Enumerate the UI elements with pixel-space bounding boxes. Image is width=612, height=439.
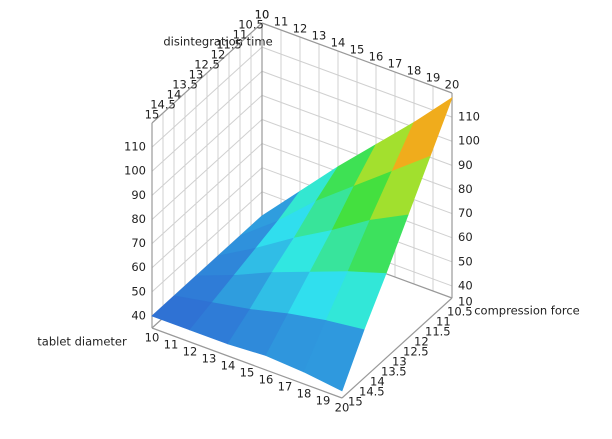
z-tick-label: 100 — [458, 134, 480, 148]
x-tick-label: 11 — [274, 15, 289, 29]
y-tick-label: 11.5 — [216, 38, 242, 52]
x-tick-label: 14 — [331, 36, 346, 50]
box-edge — [341, 297, 453, 399]
y-tick-label: 10.5 — [238, 18, 264, 32]
x-tick-label: 14 — [221, 359, 236, 373]
surface-patch — [303, 320, 365, 392]
y-tick-label: 13 — [392, 355, 407, 369]
x-tick-label: 13 — [312, 29, 327, 43]
x-tick-label: 15 — [240, 366, 255, 380]
x-tick-label: 15 — [350, 43, 365, 57]
z-tick-label: 110 — [458, 110, 480, 124]
x-axis-title: tablet diameter — [37, 335, 127, 349]
x-tick-label: 16 — [369, 50, 384, 64]
y-tick-label: 12.5 — [194, 58, 220, 72]
x-tick-label: 17 — [278, 380, 293, 394]
y-tick-label: 13.5 — [172, 78, 198, 92]
z-tick-label: 60 — [458, 230, 473, 244]
y-tick-label: 11.5 — [425, 325, 451, 339]
y-tick-label: 14.5 — [150, 98, 176, 112]
x-tick-label: 12 — [293, 22, 308, 36]
y-tick-label: 13 — [189, 68, 204, 82]
y-tick-label: 14.5 — [359, 385, 385, 399]
box-edge — [151, 327, 343, 399]
z-tick-label: 90 — [131, 188, 146, 202]
x-tick-label: 19 — [426, 71, 441, 85]
y-tick-label: 10 — [255, 8, 270, 22]
box-edge — [151, 22, 263, 124]
x-tick-label: 10 — [145, 331, 160, 345]
y-tick-label: 14 — [370, 375, 385, 389]
y-tick-label: 14 — [167, 88, 182, 102]
z-tick-label: 80 — [458, 182, 473, 196]
y-tick-label: 13.5 — [381, 365, 407, 379]
y-axis-title: compression force — [474, 304, 580, 318]
x-tick-label: 10 — [255, 8, 270, 22]
z-tick-label: 110 — [124, 140, 146, 154]
y-tick-label: 12 — [414, 335, 429, 349]
x-tick-label: 18 — [297, 387, 312, 401]
z-tick-label: 70 — [131, 236, 146, 250]
x-tick-label: 20 — [335, 401, 350, 415]
x-tick-label: 12 — [183, 345, 198, 359]
z-tick-label: 90 — [458, 158, 473, 172]
x-tick-label: 16 — [259, 373, 274, 387]
x-tick-label: 20 — [445, 78, 460, 92]
x-tick-label: 17 — [388, 57, 403, 71]
y-tick-label: 11 — [436, 315, 451, 329]
z-tick-label: 60 — [131, 260, 146, 274]
z-tick-label: 50 — [458, 254, 473, 268]
y-tick-label: 10 — [458, 295, 473, 309]
z-tick-label: 70 — [458, 206, 473, 220]
z-tick-label: 40 — [458, 278, 473, 292]
z-tick-label: 80 — [131, 212, 146, 226]
x-tick-label: 13 — [202, 352, 217, 366]
y-tick-label: 12.5 — [403, 345, 429, 359]
x-tick-label: 11 — [164, 338, 179, 352]
y-tick-label: 15 — [348, 395, 363, 409]
z-tick-label: 40 — [131, 308, 146, 322]
x-tick-label: 19 — [316, 394, 331, 408]
z-tick-label: 50 — [131, 284, 146, 298]
y-tick-label: 12 — [211, 48, 226, 62]
z-tick-label: 100 — [124, 164, 146, 178]
box-edge — [261, 22, 453, 94]
y-tick-label: 15 — [145, 108, 160, 122]
x-tick-label: 18 — [407, 64, 422, 78]
y-tick-label: 11 — [233, 28, 248, 42]
y-tick-label: 10.5 — [447, 305, 473, 319]
